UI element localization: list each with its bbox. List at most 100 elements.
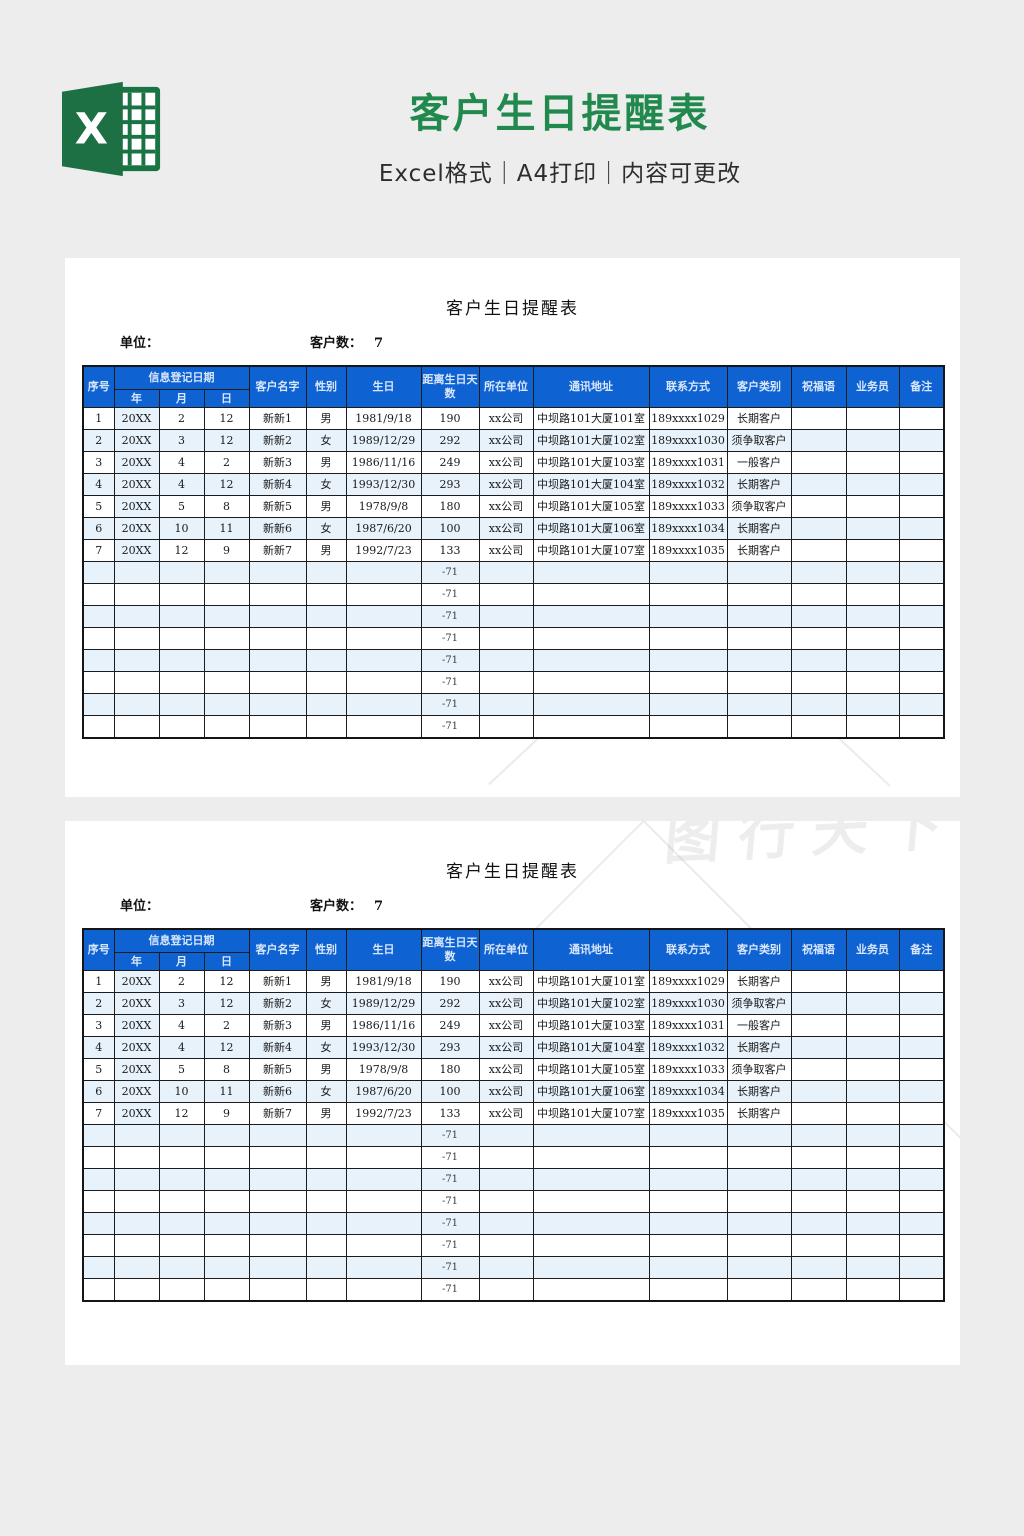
sheet-preview-panel-2: 图行天下 客户生日提醒表 单位： 客户数： 7 序号 信息登记日期 客户名字 性别 生日 距离… bbox=[65, 821, 960, 1365]
cell bbox=[648, 1168, 728, 1191]
cell: 中坝路101大厦104室 bbox=[532, 1036, 650, 1059]
birthday-table: 序号 信息登记日期 客户名字 性别 生日 距离生日天数 所在单位 通讯地址 联系方式 客户类别 祝福… bbox=[82, 928, 945, 1302]
cell bbox=[532, 1256, 650, 1279]
cell: 189xxxx1031 bbox=[648, 1014, 728, 1037]
cell bbox=[478, 1146, 534, 1169]
cell: 8 bbox=[203, 495, 250, 518]
cell: 1993/12/30 bbox=[345, 1036, 422, 1059]
cell: xx公司 bbox=[478, 992, 534, 1015]
cell bbox=[845, 715, 900, 739]
cell: -71 bbox=[420, 715, 480, 739]
cell: 中坝路101大厦106室 bbox=[532, 1080, 650, 1103]
cell bbox=[113, 605, 160, 628]
table-row: 4 20XX 4 12 新新4 女 1993/12/30 293 xx公司 中坝路101大厦104… bbox=[82, 473, 945, 496]
customer-count-label: 客户数： bbox=[310, 336, 363, 351]
cell: 20XX bbox=[113, 495, 160, 518]
cell bbox=[790, 1036, 847, 1059]
cell: 一般客户 bbox=[726, 451, 792, 474]
cell bbox=[726, 671, 792, 694]
sheet-meta: 单位： 客户数： 7 bbox=[120, 895, 383, 914]
cell: 新新1 bbox=[248, 970, 307, 993]
table-row: 7 20XX 12 9 新新7 男 1992/7/23 133 xx公司 中坝路101大厦107室… bbox=[82, 1102, 945, 1125]
cell bbox=[648, 561, 728, 584]
cell: 长期客户 bbox=[726, 970, 792, 993]
cell bbox=[726, 1212, 792, 1235]
cell: 中坝路101大厦107室 bbox=[532, 1102, 650, 1125]
cell: -71 bbox=[420, 693, 480, 716]
cell: 12 bbox=[203, 429, 250, 452]
cell bbox=[478, 561, 534, 584]
cell bbox=[726, 583, 792, 606]
cell bbox=[790, 715, 847, 739]
cell bbox=[82, 671, 115, 694]
col-name: 客户名字 bbox=[248, 365, 307, 408]
cell bbox=[845, 649, 900, 672]
cell: 1992/7/23 bbox=[345, 539, 422, 562]
cell: 8 bbox=[203, 1058, 250, 1081]
cell: 3 bbox=[82, 1014, 115, 1037]
cell: 133 bbox=[420, 539, 480, 562]
cell bbox=[82, 1190, 115, 1213]
cell: 189xxxx1032 bbox=[648, 473, 728, 496]
cell bbox=[845, 992, 900, 1015]
cell bbox=[248, 671, 307, 694]
page-subtitle: Excel格式｜A4打印｜内容可更改 bbox=[378, 161, 742, 187]
cell: 1986/11/16 bbox=[345, 1014, 422, 1037]
cell bbox=[345, 1124, 422, 1147]
cell: -71 bbox=[420, 1146, 480, 1169]
cell: -71 bbox=[420, 1234, 480, 1257]
cell bbox=[845, 1190, 900, 1213]
col-salesman: 业务员 bbox=[845, 365, 900, 408]
cell: 12 bbox=[203, 473, 250, 496]
cell bbox=[158, 627, 205, 650]
cell bbox=[845, 473, 900, 496]
cell: xx公司 bbox=[478, 495, 534, 518]
cell: 4 bbox=[82, 1036, 115, 1059]
cell: 4 bbox=[158, 473, 205, 496]
cell: 1 bbox=[82, 970, 115, 993]
cell: 20XX bbox=[113, 1036, 160, 1059]
cell bbox=[790, 649, 847, 672]
cell bbox=[898, 451, 945, 474]
cell bbox=[345, 1234, 422, 1257]
cell: 5 bbox=[82, 1058, 115, 1081]
cell bbox=[532, 1278, 650, 1302]
cell bbox=[82, 627, 115, 650]
cell bbox=[648, 1278, 728, 1302]
cell bbox=[345, 561, 422, 584]
sheet-title: 客户生日提醒表 bbox=[446, 862, 579, 882]
cell bbox=[790, 1058, 847, 1081]
cell: 中坝路101大厦103室 bbox=[532, 451, 650, 474]
cell: 2 bbox=[203, 451, 250, 474]
cell bbox=[203, 693, 250, 716]
cell bbox=[158, 1234, 205, 1257]
cell bbox=[790, 1080, 847, 1103]
cell bbox=[898, 1124, 945, 1147]
cell: 一般客户 bbox=[726, 1014, 792, 1037]
cell bbox=[845, 451, 900, 474]
cell: 1981/9/18 bbox=[345, 970, 422, 993]
customer-count-value: 7 bbox=[374, 336, 384, 351]
cell bbox=[790, 1014, 847, 1037]
cell bbox=[158, 1212, 205, 1235]
cell: 4 bbox=[82, 473, 115, 496]
cell bbox=[203, 605, 250, 628]
cell: 中坝路101大厦101室 bbox=[532, 407, 650, 430]
cell bbox=[113, 1124, 160, 1147]
cell: 189xxxx1035 bbox=[648, 539, 728, 562]
cell: 189xxxx1030 bbox=[648, 429, 728, 452]
cell bbox=[158, 561, 205, 584]
cell bbox=[305, 671, 347, 694]
cell bbox=[532, 1212, 650, 1235]
cell bbox=[203, 561, 250, 584]
cell bbox=[113, 1278, 160, 1302]
col-year: 年 bbox=[113, 952, 160, 971]
cell bbox=[248, 1256, 307, 1279]
cell: 新新4 bbox=[248, 1036, 307, 1059]
cell bbox=[478, 693, 534, 716]
table-row: -71 bbox=[82, 1212, 945, 1235]
cell bbox=[345, 1256, 422, 1279]
cell: 女 bbox=[305, 1080, 347, 1103]
cell bbox=[478, 1124, 534, 1147]
cell bbox=[158, 1146, 205, 1169]
